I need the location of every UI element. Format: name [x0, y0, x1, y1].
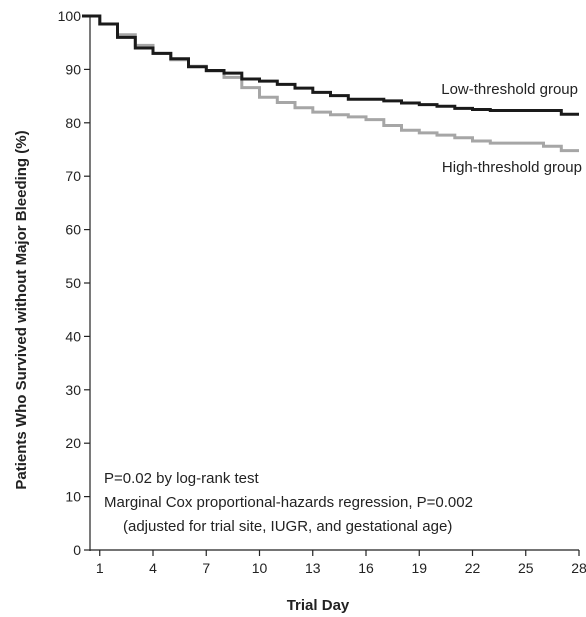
y-tick-label: 50: [65, 275, 81, 291]
y-tick-label: 30: [65, 382, 81, 398]
series-label-low-threshold: Low-threshold group: [441, 81, 578, 98]
y-tick-label: 40: [65, 328, 81, 344]
x-tick-label: 1: [96, 560, 104, 576]
y-tick-label: 70: [65, 168, 81, 184]
series-label-high-threshold: High-threshold group: [442, 159, 582, 176]
x-tick-label: 16: [358, 560, 374, 576]
x-axis-title: Trial Day: [287, 597, 350, 614]
annotation-adjustment: (adjusted for trial site, IUGR, and gest…: [123, 518, 452, 535]
y-tick-label: 80: [65, 115, 81, 131]
series-line-low-threshold: [82, 14, 579, 116]
x-tick-label: 22: [465, 560, 481, 576]
y-tick-label: 10: [65, 489, 81, 505]
series-lines: [82, 14, 579, 153]
y-tick-label: 60: [65, 222, 81, 238]
x-axis-ticks: 1 4 7 10 13 16 19 22 25 28: [96, 550, 586, 576]
y-tick-label: 100: [58, 8, 82, 24]
x-tick-label: 13: [305, 560, 321, 576]
y-axis-title: Patients Who Survived without Major Blee…: [13, 130, 30, 489]
y-tick-label: 0: [73, 542, 81, 558]
x-tick-label: 25: [518, 560, 534, 576]
annotation-cox-regression: Marginal Cox proportional-hazards regres…: [104, 494, 473, 511]
x-tick-label: 7: [202, 560, 210, 576]
x-tick-label: 4: [149, 560, 157, 576]
x-tick-label: 19: [411, 560, 427, 576]
y-tick-label: 20: [65, 435, 81, 451]
y-axis-ticks: 0 10 20 30 40 50 60 70 80 90 100: [58, 8, 90, 558]
x-tick-label: 10: [252, 560, 268, 576]
y-tick-label: 90: [65, 61, 81, 77]
x-tick-label: 28: [571, 560, 586, 576]
annotation-log-rank: P=0.02 by log-rank test: [104, 470, 260, 487]
